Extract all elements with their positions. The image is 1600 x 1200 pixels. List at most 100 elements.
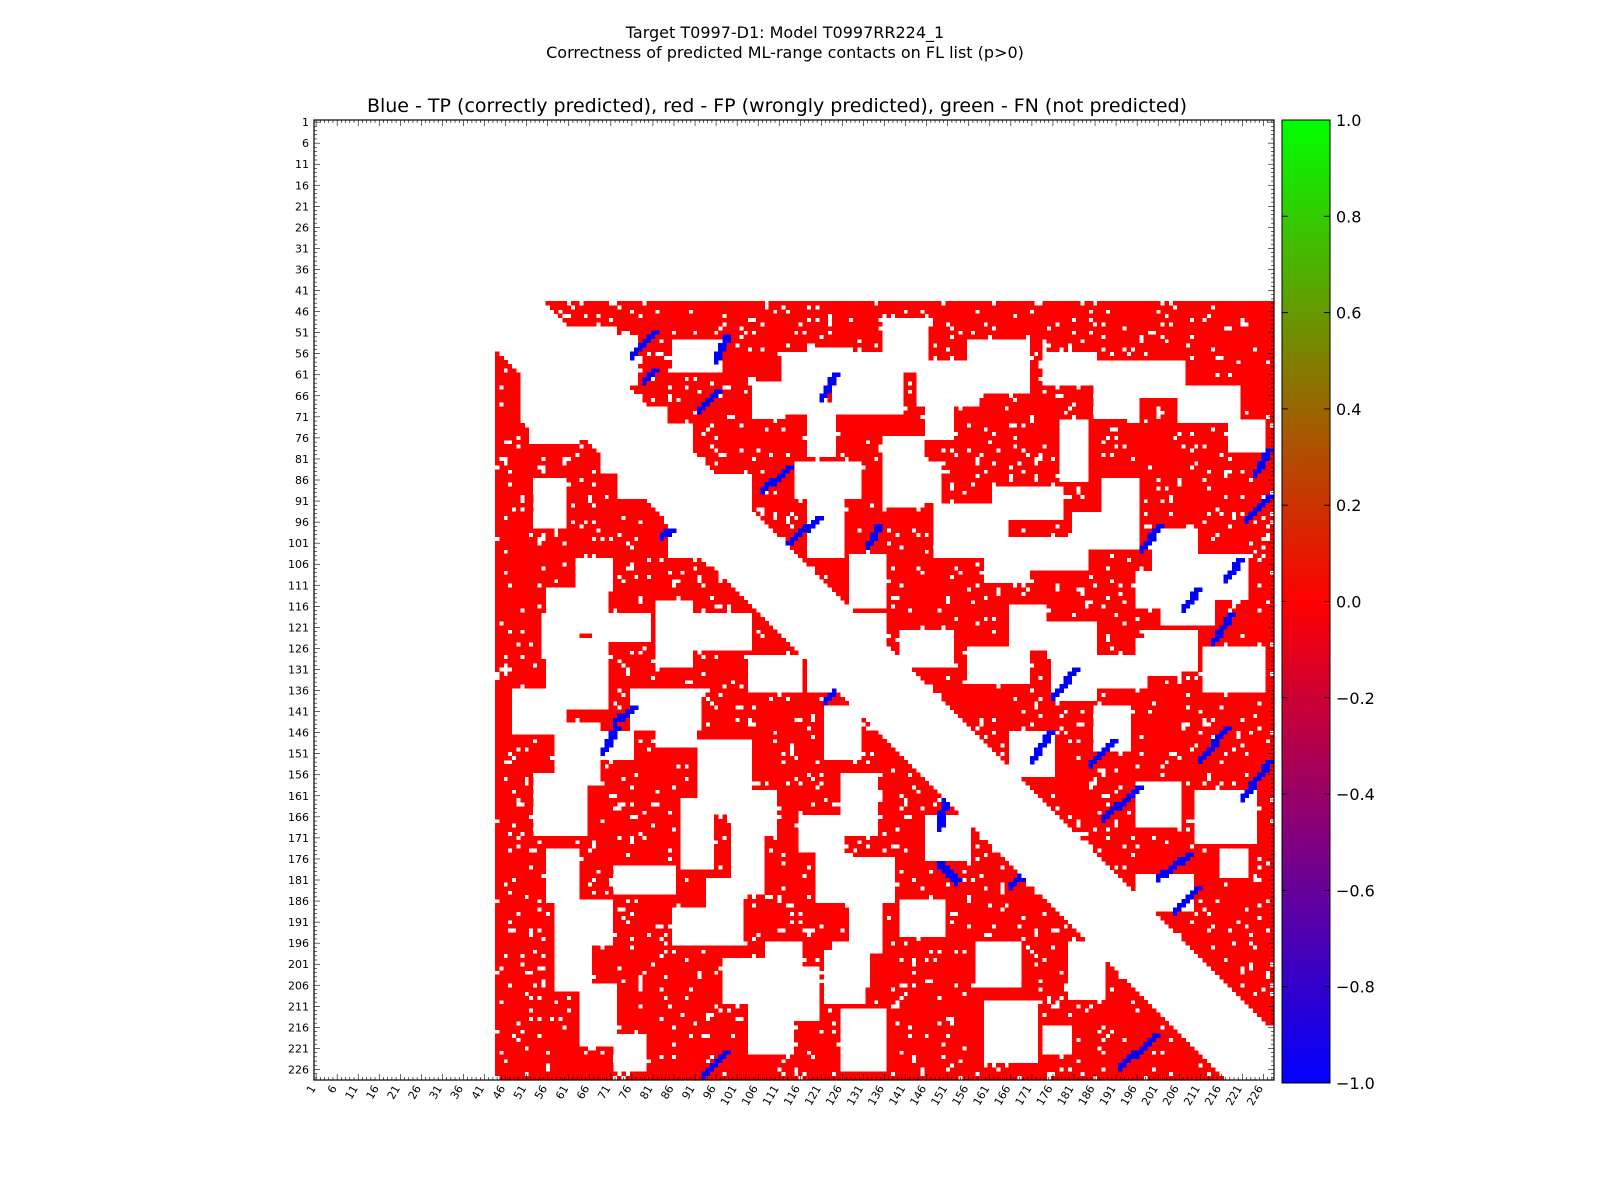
fp-contact-cell [1181, 431, 1191, 437]
fp-contact-cell [768, 301, 875, 306]
fp-contact-cell [1063, 726, 1094, 731]
fp-contact-cell [1097, 629, 1140, 634]
fp-contact-cell [815, 570, 850, 576]
tp-contact-cell [701, 402, 711, 407]
fp-contact-cell [886, 600, 946, 605]
fp-contact-cell [764, 865, 807, 870]
fp-contact-cell [987, 595, 1106, 601]
fp-contact-cell [1189, 722, 1203, 727]
fp-contact-cell [1105, 772, 1161, 778]
fp-contact-cell [911, 608, 938, 613]
fp-contact-cell [983, 738, 1010, 744]
fp-contact-cell [979, 461, 993, 466]
fp-contact-cell [1076, 936, 1085, 942]
fp-contact-cell [1215, 621, 1224, 626]
fp-contact-cell [532, 642, 542, 647]
fp-contact-cell [646, 402, 702, 407]
fp-contact-cell [495, 368, 504, 373]
fp-contact-cell [579, 848, 588, 853]
fp-contact-cell [878, 1000, 896, 1005]
fp-contact-cell [916, 962, 976, 967]
fp-contact-cell [532, 970, 555, 976]
fp-contact-cell [941, 949, 955, 954]
fp-contact-cell [566, 541, 626, 546]
fp-contact-cell [1088, 477, 1102, 483]
fp-contact-cell [954, 574, 984, 580]
fp-contact-cell [1063, 393, 1094, 399]
fp-contact-cell [1097, 696, 1275, 702]
fp-contact-cell [958, 983, 972, 988]
fp-contact-cell [1059, 385, 1077, 390]
fp-contact-cell [1248, 595, 1275, 601]
fp-contact-cell [600, 760, 610, 765]
fp-contact-cell [916, 1058, 959, 1064]
fp-contact-cell [899, 882, 946, 887]
fp-contact-cell [1025, 781, 1090, 786]
fp-contact-cell [895, 894, 930, 900]
fp-contact-cell [1067, 730, 1094, 736]
y-tick-label: 91 [295, 495, 309, 508]
fp-contact-cell [634, 650, 639, 656]
tp-contact-cell [937, 861, 946, 866]
fp-contact-cell [495, 486, 534, 491]
fp-contact-cell [1046, 389, 1094, 394]
fp-contact-cell [869, 549, 925, 554]
fp-contact-cell [714, 835, 723, 841]
fp-contact-cell [1139, 528, 1153, 533]
fp-contact-cell [495, 431, 530, 437]
fp-contact-cell [836, 1071, 892, 1077]
fp-contact-cell [692, 663, 748, 668]
fp-contact-cell [760, 448, 807, 453]
fp-contact-cell [663, 351, 673, 357]
fp-contact-cell [1080, 385, 1094, 390]
fp-contact-cell [495, 781, 525, 786]
fp-contact-cell [954, 1016, 984, 1022]
fp-contact-cell [861, 734, 883, 740]
tp-contact-cell [714, 389, 723, 394]
fp-contact-cell [979, 402, 1073, 407]
fp-contact-cell [1059, 1004, 1077, 1009]
fp-contact-cell [1181, 785, 1216, 790]
fp-contact-cell [608, 667, 626, 672]
fp-contact-cell [1063, 486, 1077, 491]
fp-contact-cell [1025, 469, 1060, 474]
fp-contact-cell [604, 818, 681, 824]
fp-contact-cell [802, 949, 824, 954]
fp-contact-cell [730, 604, 753, 609]
fp-contact-cell [1181, 793, 1195, 799]
x-tick-label: 66 [574, 1083, 592, 1102]
fp-contact-cell [1088, 461, 1195, 466]
fp-contact-cell [1172, 928, 1207, 933]
fp-contact-cell [781, 894, 807, 900]
fp-contact-cell [642, 595, 677, 601]
fp-contact-cell [1050, 608, 1148, 613]
fp-contact-cell [697, 734, 812, 740]
fp-contact-cell [1071, 1033, 1106, 1039]
fp-contact-cell [831, 696, 845, 702]
fp-contact-cell [1160, 309, 1275, 314]
fp-contact-cell [1130, 717, 1203, 723]
fp-contact-cell [621, 806, 681, 811]
fp-contact-cell [886, 1021, 896, 1026]
fp-contact-cell [789, 520, 807, 525]
fp-contact-cell [1265, 444, 1275, 449]
fp-contact-cell [1210, 966, 1241, 971]
fp-contact-cell [945, 920, 951, 925]
fp-contact-cell [945, 907, 1001, 912]
fp-contact-cell [608, 604, 656, 609]
fp-contact-cell [1257, 549, 1275, 554]
fp-contact-cell [743, 334, 820, 340]
fp-contact-cell [1261, 469, 1275, 474]
fp-contact-cell [612, 317, 748, 323]
fp-contact-cell [806, 330, 828, 336]
fp-contact-cell [495, 722, 513, 727]
y-tick-label: 21 [295, 200, 309, 213]
fp-contact-cell [1071, 1046, 1098, 1051]
y-tick-label: 131 [288, 663, 309, 676]
fp-contact-cell [928, 334, 951, 340]
fp-contact-cell [928, 1033, 946, 1039]
fp-contact-cell [1252, 730, 1271, 736]
fp-contact-cell [596, 877, 610, 883]
fp-contact-cell [709, 688, 748, 693]
tp-contact-cell [1071, 667, 1081, 672]
